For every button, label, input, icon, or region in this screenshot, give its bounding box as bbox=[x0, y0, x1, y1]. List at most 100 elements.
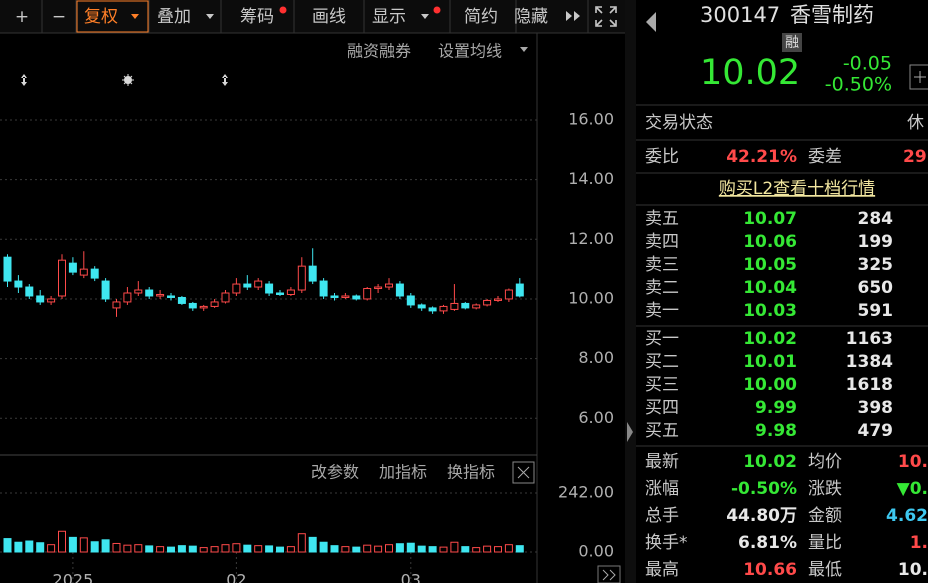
stat-value: 10.66 bbox=[743, 560, 797, 580]
book-volume: 591 bbox=[858, 301, 894, 321]
stat-value: 10. bbox=[898, 560, 928, 580]
y-tick-label: 8.00 bbox=[578, 348, 614, 367]
chart-menu[interactable]: 融资融券 bbox=[347, 42, 411, 61]
candle-body bbox=[385, 283, 393, 288]
volume-bar bbox=[341, 546, 350, 553]
volume-bar bbox=[3, 538, 12, 553]
book-label: 买四 bbox=[645, 398, 679, 418]
candle-body bbox=[374, 286, 383, 290]
volume-bar bbox=[210, 546, 219, 553]
stat-value: 44.80万 bbox=[726, 506, 797, 526]
toolbar-button[interactable]: 复权 bbox=[84, 7, 118, 27]
y-tick-label: 6.00 bbox=[578, 408, 614, 427]
candle-body bbox=[406, 295, 415, 306]
notify-dot bbox=[279, 6, 287, 14]
stat-label: 总手 bbox=[645, 506, 679, 526]
candle-body bbox=[25, 286, 34, 297]
indicator-menu[interactable]: 加指标 bbox=[379, 463, 427, 482]
volume-bar bbox=[494, 546, 502, 553]
vol-tick-label: 242.00 bbox=[558, 482, 614, 501]
stat-value: -0.50% bbox=[731, 479, 797, 499]
volume-bar bbox=[47, 544, 56, 553]
candle-body bbox=[352, 295, 361, 300]
candle-body bbox=[243, 283, 252, 288]
volume-bar bbox=[461, 546, 470, 553]
toolbar-button[interactable]: 显示 bbox=[372, 7, 406, 27]
toolbar-button[interactable]: 筹码 bbox=[240, 7, 274, 27]
candle-body bbox=[265, 283, 274, 294]
toolbar-button[interactable]: − bbox=[52, 7, 66, 27]
dropdown-arrow bbox=[520, 47, 528, 52]
fullscreen-icon[interactable] bbox=[595, 6, 617, 27]
candle-body bbox=[156, 293, 165, 297]
volume-bar bbox=[232, 543, 241, 553]
toolbar-button[interactable]: 隐藏 bbox=[514, 7, 548, 27]
volume-bar bbox=[123, 544, 132, 553]
candle-body bbox=[134, 289, 143, 294]
add-icon bbox=[914, 71, 926, 83]
candle-body bbox=[319, 280, 328, 297]
badge bbox=[782, 33, 802, 52]
close-indicator[interactable] bbox=[512, 461, 535, 484]
splitter[interactable] bbox=[625, 0, 636, 583]
volume-bar bbox=[68, 536, 77, 553]
book-price: 10.00 bbox=[743, 375, 797, 395]
y-tick-label: 10.00 bbox=[568, 288, 614, 307]
add-button[interactable] bbox=[909, 64, 928, 90]
toolbar-button[interactable]: + bbox=[15, 7, 29, 27]
candle-body bbox=[395, 283, 404, 297]
candle-body bbox=[504, 289, 513, 300]
volume-bar bbox=[472, 547, 481, 553]
chart-menu[interactable]: 设置均线 bbox=[438, 42, 502, 61]
volume-bar bbox=[243, 544, 252, 553]
book-volume: 398 bbox=[858, 398, 894, 418]
stat-label: 均价 bbox=[808, 452, 842, 472]
book-volume: 284 bbox=[858, 209, 894, 229]
volume-bar bbox=[504, 544, 513, 553]
badge-text: 融 bbox=[785, 35, 799, 51]
book-label: 买五 bbox=[645, 421, 679, 441]
candle-body bbox=[68, 262, 77, 273]
l2-link[interactable]: 购买L2查看十档行情 bbox=[719, 179, 875, 199]
volume-bar bbox=[515, 545, 524, 553]
book-price: 9.98 bbox=[755, 421, 797, 441]
book-label: 买三 bbox=[645, 375, 679, 395]
candle-body bbox=[167, 295, 175, 298]
volume-bar bbox=[297, 533, 306, 553]
candle-body bbox=[199, 305, 208, 309]
volume-bar bbox=[90, 541, 99, 553]
volume-bar bbox=[406, 542, 415, 553]
stat-label: 量比 bbox=[808, 533, 842, 553]
book-label: 买二 bbox=[645, 352, 679, 372]
candle-body bbox=[232, 283, 241, 294]
volume-bar bbox=[374, 545, 383, 553]
volume-bar bbox=[112, 542, 121, 553]
scroll-button[interactable] bbox=[597, 565, 621, 583]
toolbar-button[interactable]: 画线 bbox=[312, 7, 346, 27]
candle-body bbox=[177, 296, 186, 304]
candle-body bbox=[188, 302, 197, 309]
indicator-menu[interactable]: 换指标 bbox=[447, 463, 495, 482]
y-tick-label: 14.00 bbox=[568, 169, 614, 188]
candle-body bbox=[494, 298, 502, 301]
candle-body bbox=[461, 302, 470, 309]
indicator-menu[interactable]: 改参数 bbox=[311, 463, 359, 482]
book-price: 10.07 bbox=[743, 209, 797, 229]
x-tick-label: 02 bbox=[226, 571, 246, 583]
book-price: 10.02 bbox=[743, 329, 797, 349]
stat-label: 涨幅 bbox=[645, 479, 679, 499]
volume-bar bbox=[101, 539, 110, 553]
back-arrow[interactable] bbox=[646, 12, 656, 32]
book-volume: 1618 bbox=[846, 375, 893, 395]
notify-dot bbox=[433, 6, 441, 14]
volume-bar bbox=[352, 546, 361, 553]
book-label: 卖一 bbox=[645, 301, 679, 321]
book-volume: 479 bbox=[858, 421, 894, 441]
book-label: 买一 bbox=[645, 329, 679, 349]
toolbar-button[interactable]: 叠加 bbox=[157, 7, 191, 27]
volume-bar bbox=[308, 536, 317, 553]
candle-body bbox=[515, 283, 524, 297]
volume-bar bbox=[134, 544, 143, 553]
stat-label: 最新 bbox=[645, 452, 679, 472]
toolbar-button[interactable]: 简约 bbox=[464, 7, 498, 27]
